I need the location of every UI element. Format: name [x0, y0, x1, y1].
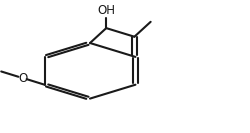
Text: O: O — [18, 72, 28, 85]
Text: OH: OH — [97, 4, 115, 17]
